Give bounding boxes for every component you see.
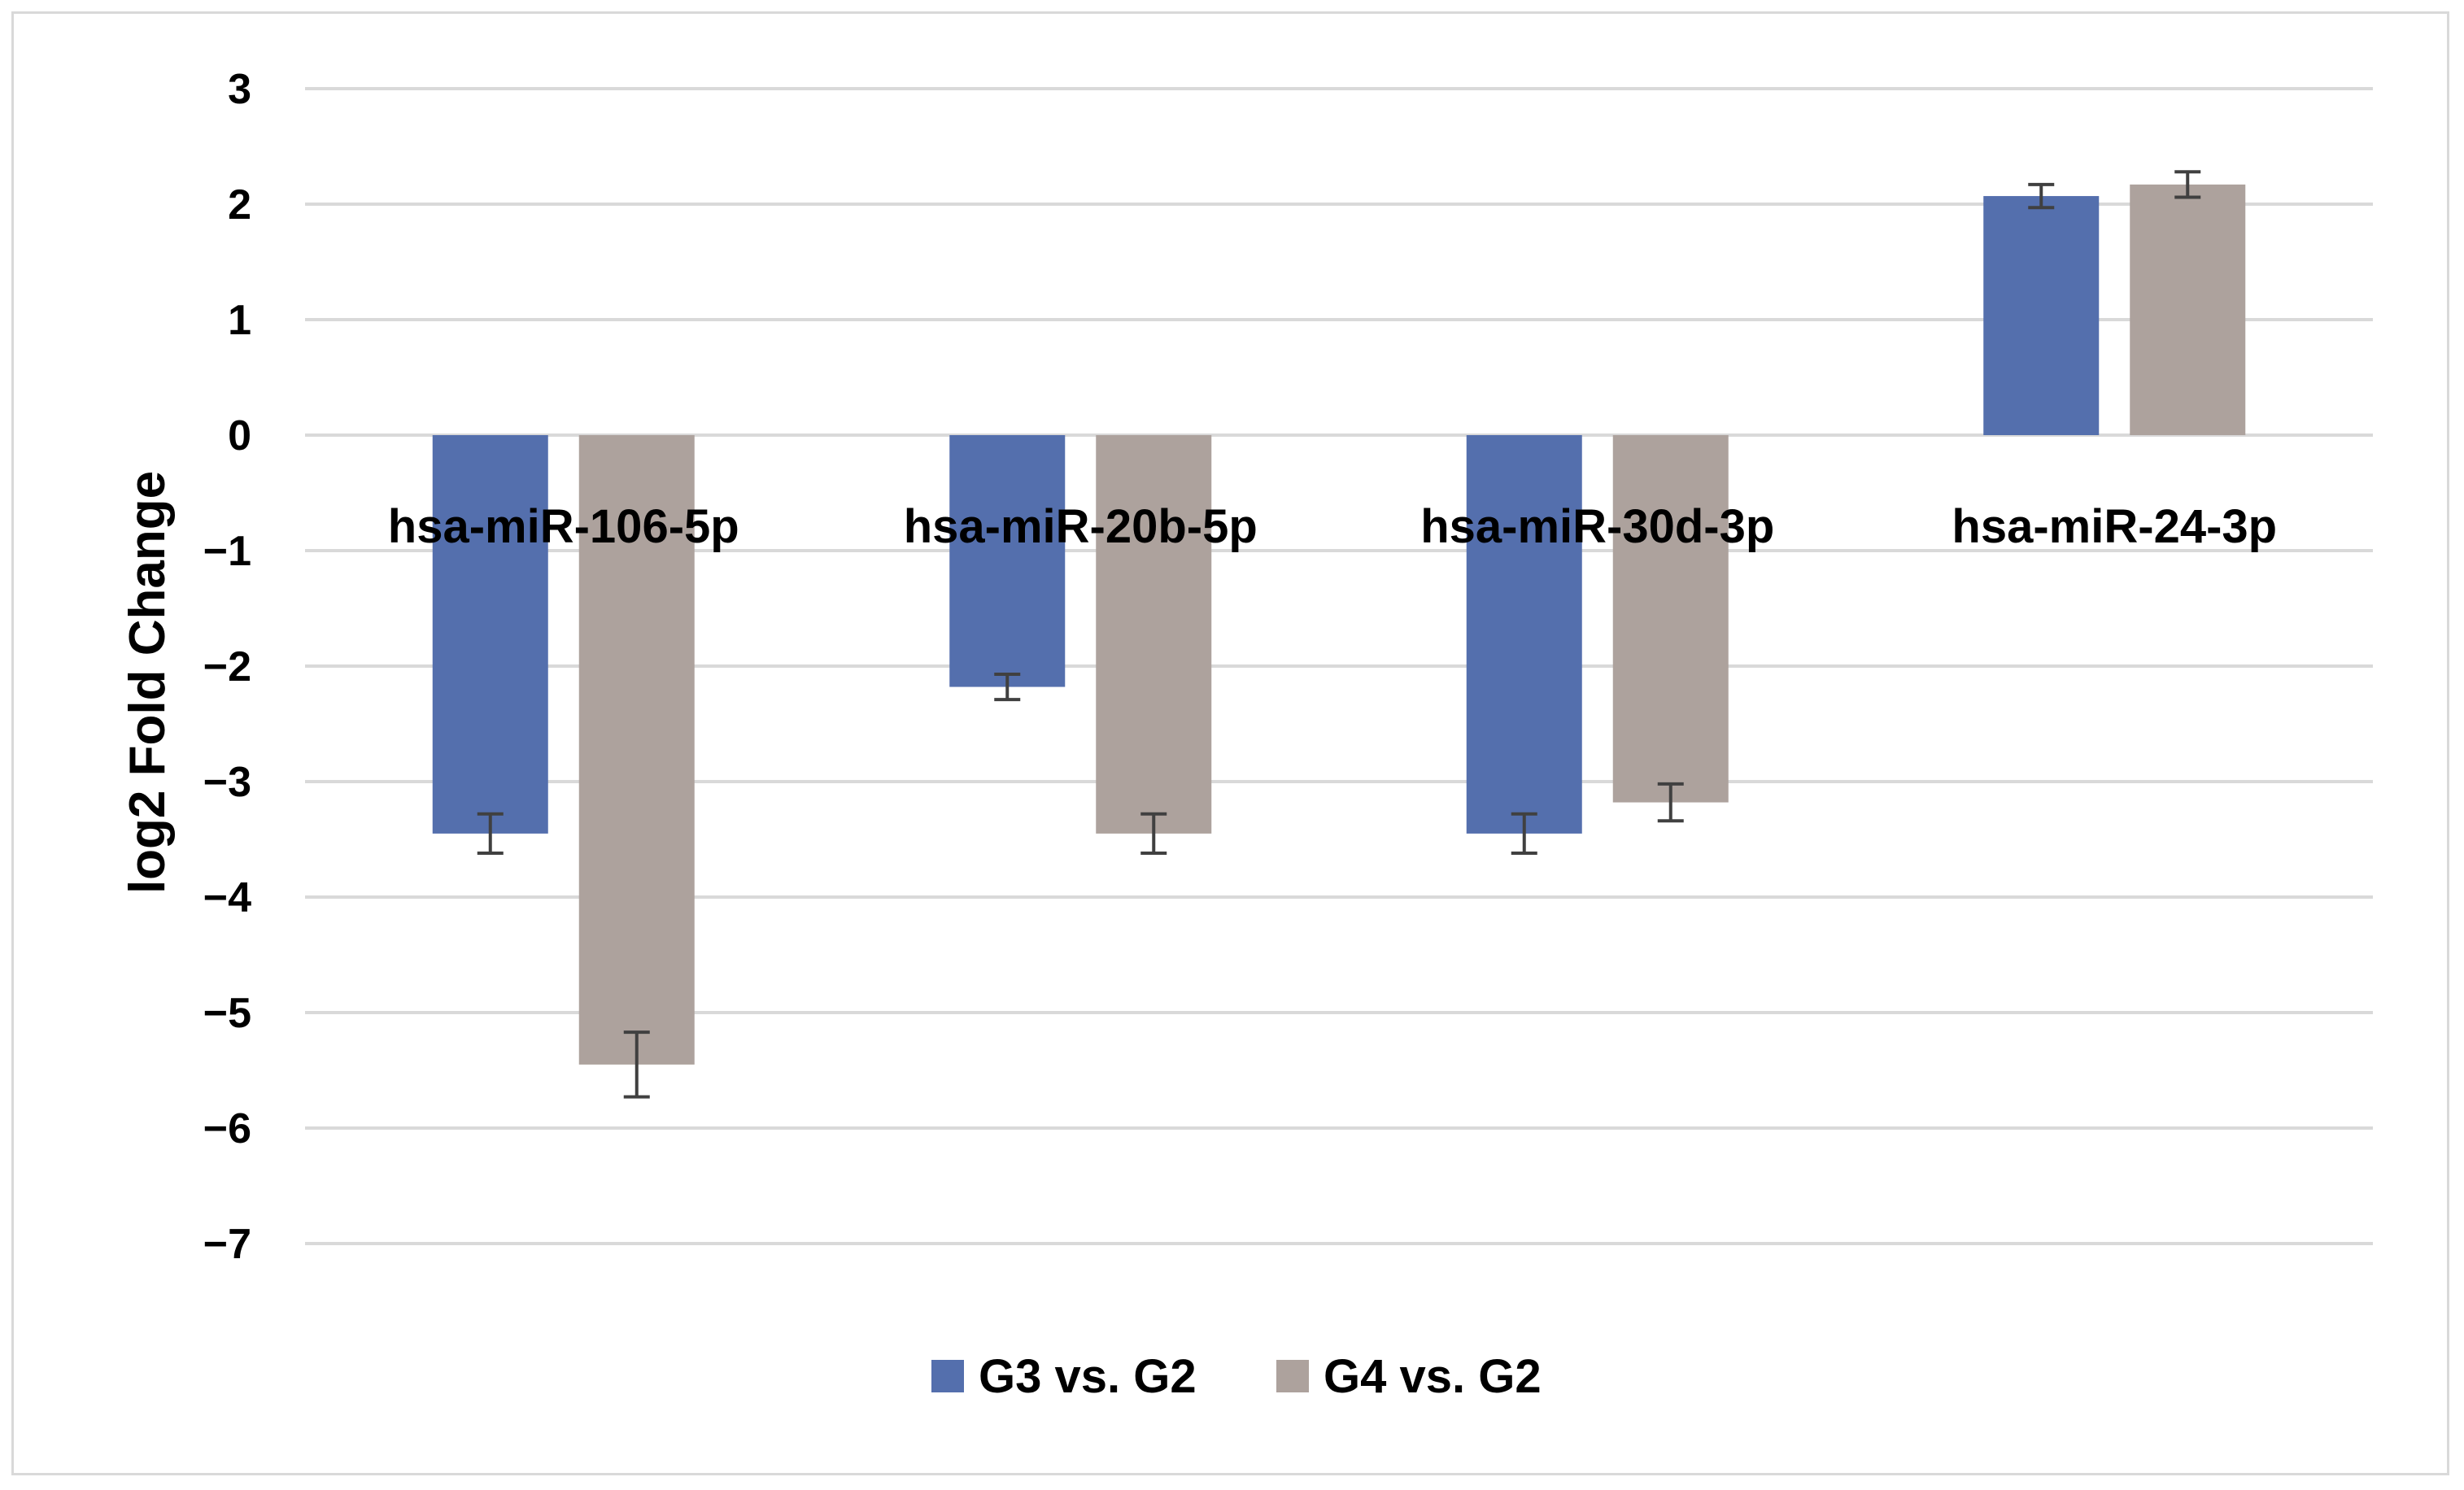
bar-g4-3 <box>2130 184 2246 436</box>
bar-g3-2 <box>1466 435 1582 834</box>
y-axis-title: log2 Fold Change <box>120 471 176 894</box>
y-tick-label: −6 <box>203 1105 251 1152</box>
y-tick-label: 2 <box>228 181 251 229</box>
legend-label: G3 vs. G2 <box>979 1350 1197 1403</box>
error-bar <box>2028 182 2055 210</box>
category-label: hsa-miR-24-3p <box>1952 500 2277 553</box>
chart-frame: 3 2 1 0 −1 −2 −3 −4 −5 −6 −7 hsa-miR-106-5p hsa-miR… <box>11 11 2449 1475</box>
category-label: hsa-miR-20b-5p <box>904 500 1258 553</box>
category-labels: hsa-miR-106-5p hsa-miR-20b-5p hsa-miR-30d-… <box>388 500 2277 553</box>
category-label: hsa-miR-106-5p <box>388 500 739 553</box>
error-bar <box>2174 170 2201 199</box>
category-label: hsa-miR-30d-3p <box>1420 500 1774 553</box>
bar-g3-1 <box>949 435 1066 687</box>
y-tick-label: −5 <box>203 990 251 1037</box>
y-tick-label: 3 <box>228 66 251 113</box>
y-tick-label: −1 <box>203 528 251 575</box>
y-tick-label: 0 <box>228 412 251 460</box>
bars <box>432 184 2246 1065</box>
error-bar <box>477 812 504 856</box>
y-tick-label: −2 <box>203 643 251 691</box>
legend-label: G4 vs. G2 <box>1324 1350 1542 1403</box>
y-tick-label: −7 <box>203 1221 251 1268</box>
bar-g4-0 <box>578 435 695 1065</box>
error-bar <box>1140 812 1167 856</box>
y-tick-label: −3 <box>203 759 251 806</box>
bar-g4-2 <box>1612 435 1729 803</box>
error-bar <box>1511 812 1537 856</box>
y-tick-label: 1 <box>228 297 251 344</box>
error-bars <box>477 170 2201 1099</box>
y-axis-ticks: 3 2 1 0 −1 −2 −3 −4 −5 −6 −7 <box>203 66 251 1268</box>
bar-g4-1 <box>1096 435 1212 834</box>
legend-swatch <box>931 1360 964 1392</box>
legend-swatch <box>1276 1360 1309 1392</box>
error-bar <box>1657 782 1684 823</box>
bar-g3-3 <box>1983 196 2100 435</box>
error-bar <box>994 672 1021 702</box>
bar-g3-0 <box>432 435 548 834</box>
error-bar <box>623 1030 650 1099</box>
legend: G3 vs. G2 G4 vs. G2 <box>931 1350 1542 1403</box>
y-tick-label: −4 <box>203 874 251 921</box>
